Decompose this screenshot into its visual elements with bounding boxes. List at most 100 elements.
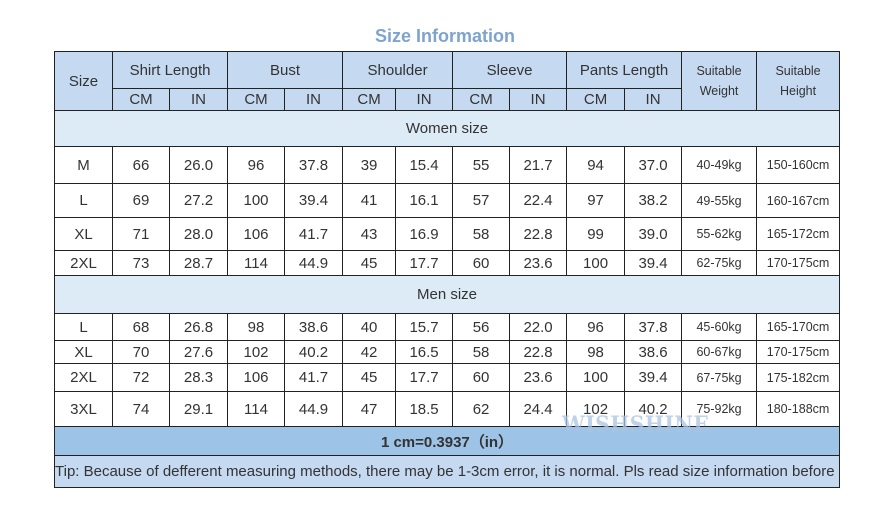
conversion-row: 1 cm=0.3937（in）	[53, 426, 841, 456]
header-suitable-height: Suitable Height	[756, 51, 841, 111]
value-cell: 18.5	[395, 391, 454, 427]
value-cell: 60	[452, 363, 511, 392]
value-cell: 39.4	[284, 183, 344, 218]
value-cell: 72	[112, 363, 170, 392]
value-cell: 39.4	[624, 363, 683, 392]
value-cell: 27.2	[168, 183, 229, 218]
value-cell: 114	[227, 250, 286, 276]
value-cell: 98	[566, 340, 626, 364]
weight-cell: 55-62kg	[681, 217, 758, 251]
weight-cell: 62-75kg	[681, 250, 758, 276]
value-cell: 28.3	[168, 363, 229, 392]
value-cell: 40	[342, 313, 397, 341]
size-cell: 2XL	[54, 250, 113, 276]
size-cell: XL	[54, 340, 113, 364]
section-row: Women size	[53, 110, 841, 147]
size-cell: XL	[54, 217, 113, 251]
value-cell: 58	[452, 340, 511, 364]
header-group: Sleeve	[452, 51, 568, 89]
value-cell: 43	[342, 217, 397, 251]
value-cell: 62	[452, 391, 511, 427]
unit-cm: CM	[112, 88, 170, 111]
value-cell: 45	[342, 250, 397, 276]
weight-cell: 49-55kg	[681, 183, 758, 218]
size-table: Size Shirt Length Bust Shoulder Sleeve Pants …	[53, 51, 841, 488]
value-cell: 21.7	[509, 146, 568, 184]
height-cell: 170-175cm	[756, 340, 841, 364]
weight-cell: 67-75kg	[681, 363, 758, 392]
value-cell: 26.0	[168, 146, 229, 184]
value-cell: 60	[452, 250, 511, 276]
header-group: Shoulder	[342, 51, 454, 89]
size-cell: 3XL	[54, 391, 113, 427]
value-cell: 66	[112, 146, 170, 184]
table-row: 2XL 73 28.7 114 44.9 45 17.7 60 23.6 100 39.4 62-75…	[54, 250, 841, 276]
height-cell: 160-167cm	[756, 183, 841, 218]
page-title: Size Information	[374, 26, 515, 46]
value-cell: 42	[342, 340, 397, 364]
value-cell: 68	[112, 313, 170, 341]
section-label: Men size	[53, 275, 841, 314]
value-cell: 44.9	[284, 391, 344, 427]
value-cell: 47	[342, 391, 397, 427]
value-cell: 97	[566, 183, 626, 218]
weight-cell: 40-49kg	[681, 146, 758, 184]
conversion-note: 1 cm=0.3937（in）	[53, 426, 841, 456]
value-cell: 98	[227, 313, 286, 341]
height-cell: 175-182cm	[756, 363, 841, 392]
unit-cm: CM	[342, 88, 397, 111]
value-cell: 74	[112, 391, 170, 427]
value-cell: 44.9	[284, 250, 344, 276]
value-cell: 16.5	[395, 340, 454, 364]
header-group: Pants Length	[566, 51, 683, 89]
value-cell: 114	[227, 391, 286, 427]
value-cell: 39.0	[624, 217, 683, 251]
value-cell: 106	[227, 363, 286, 392]
tip-note: Tip: Because of defferent measuring meth…	[53, 455, 841, 488]
value-cell: 26.8	[168, 313, 229, 341]
value-cell: 17.7	[395, 250, 454, 276]
header-suitable-weight: Suitable Weight	[681, 51, 758, 111]
section-label: Women size	[53, 110, 841, 147]
size-cell: L	[54, 183, 113, 218]
height-cell: 165-172cm	[756, 217, 841, 251]
value-cell: 15.4	[395, 146, 454, 184]
unit-in: IN	[395, 88, 454, 111]
value-cell: 94	[566, 146, 626, 184]
watermark-logo: WISHSHINE	[562, 412, 710, 438]
section-row: Men size	[53, 275, 841, 314]
value-cell: 27.6	[168, 340, 229, 364]
value-cell: 99	[566, 217, 626, 251]
table-row: L 69 27.2 100 39.4 41 16.1 57 22.4 97 38.2 49-55kg 1…	[54, 183, 841, 218]
weight-cell: 60-67kg	[681, 340, 758, 364]
value-cell: 22.8	[509, 217, 568, 251]
header-group: Shirt Length	[111, 51, 229, 89]
unit-in: IN	[624, 88, 683, 111]
value-cell: 38.6	[624, 340, 683, 364]
height-cell: 180-188cm	[756, 391, 841, 427]
size-cell: M	[54, 146, 113, 184]
unit-in: IN	[168, 88, 229, 111]
value-cell: 39	[342, 146, 397, 184]
header-row: Size Shirt Length Bust Shoulder Sleeve Pants …	[54, 51, 841, 111]
value-cell: 28.7	[168, 250, 229, 276]
value-cell: 24.4	[509, 391, 568, 427]
value-cell: 37.0	[624, 146, 683, 184]
value-cell: 96	[227, 146, 286, 184]
unit-cm: CM	[566, 88, 626, 111]
value-cell: 37.8	[624, 313, 683, 341]
table-row: XL 71 28.0 106 41.7 43 16.9 58 22.8 99 39.0 55-62kg…	[54, 217, 841, 251]
value-cell: 38.6	[284, 313, 344, 341]
value-cell: 29.1	[168, 391, 229, 427]
value-cell: 22.8	[509, 340, 568, 364]
value-cell: 41.7	[284, 363, 344, 392]
value-cell: 106	[227, 217, 286, 251]
value-cell: 41	[342, 183, 397, 218]
height-cell: 170-175cm	[756, 250, 841, 276]
value-cell: 96	[566, 313, 626, 341]
value-cell: 70	[112, 340, 170, 364]
value-cell: 22.4	[509, 183, 568, 218]
value-cell: 17.7	[395, 363, 454, 392]
value-cell: 23.6	[509, 250, 568, 276]
weight-cell: 45-60kg	[681, 313, 758, 341]
